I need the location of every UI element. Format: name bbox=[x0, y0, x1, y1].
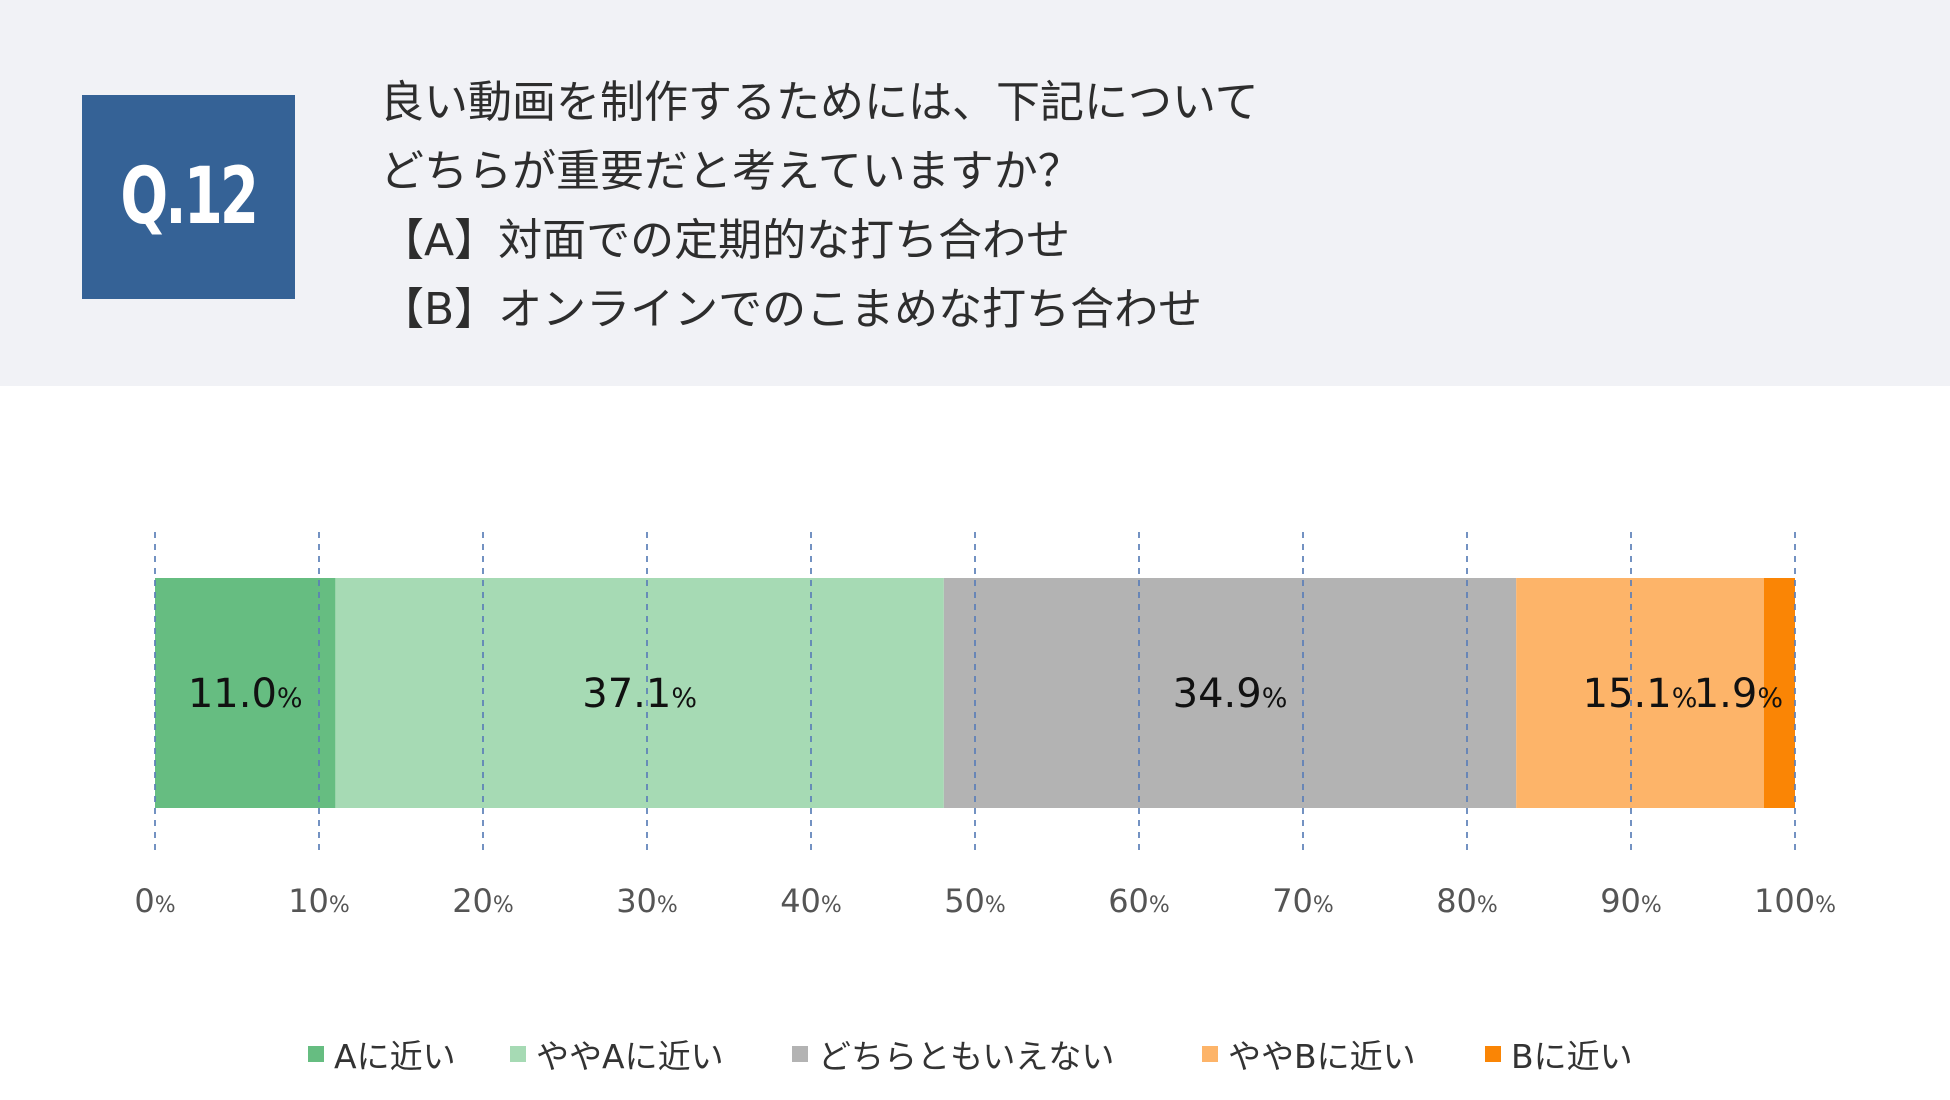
legend-label: Aに近い bbox=[334, 1037, 456, 1076]
legend-item: Aに近い bbox=[308, 1030, 456, 1078]
question-header: Q.12 良い動画を制作するためには、下記について どちらが重要だと考えています… bbox=[0, 0, 1950, 386]
data-label: 34.9% bbox=[1173, 671, 1288, 717]
question-text: 良い動画を制作するためには、下記について どちらが重要だと考えていますか？ 【A… bbox=[380, 68, 1880, 344]
bar-segment bbox=[1516, 578, 1764, 808]
legend-swatch bbox=[1485, 1046, 1501, 1062]
legend-label: どちらともいえない bbox=[818, 1037, 1115, 1076]
question-line: どちらが重要だと考えていますか？ bbox=[380, 146, 1082, 197]
x-tick-label: 70% bbox=[1272, 882, 1334, 920]
legend-swatch bbox=[308, 1046, 324, 1062]
bar-segments bbox=[155, 578, 1795, 808]
x-tick-label: 0% bbox=[134, 882, 175, 920]
data-label: 15.1% bbox=[1583, 671, 1698, 717]
question-number-box: Q.12 bbox=[82, 95, 295, 299]
option-b-line: 【B】オンラインでのこまめな打ち合わせ bbox=[380, 284, 1203, 335]
x-tick-label: 50% bbox=[944, 882, 1006, 920]
data-label: 37.1% bbox=[582, 671, 697, 717]
x-tick-label: 100% bbox=[1754, 882, 1836, 920]
bar-segment bbox=[1763, 578, 1795, 808]
x-tick-label: 20% bbox=[452, 882, 514, 920]
bar-segment bbox=[943, 578, 1517, 808]
legend-label: Bに近い bbox=[1511, 1037, 1633, 1076]
legend-swatch bbox=[510, 1046, 526, 1062]
stacked-bar-chart: 11.0% 37.1% 34.9% 15.1%1.9% 0% 10% 20% 30% 40% 5… bbox=[134, 532, 1836, 920]
legend-item: Bに近い bbox=[1485, 1030, 1633, 1078]
data-label: 1.9% bbox=[1694, 671, 1783, 717]
legend-item: ややAに近い bbox=[510, 1030, 724, 1078]
data-labels: 11.0% 37.1% 34.9% 15.1%1.9% bbox=[188, 671, 1783, 717]
grid-lines bbox=[154, 532, 1796, 854]
data-label: 11.0% bbox=[188, 671, 303, 717]
x-tick-label: 30% bbox=[616, 882, 678, 920]
legend-item: ややBに近い bbox=[1202, 1030, 1416, 1078]
legend-swatch bbox=[792, 1046, 808, 1062]
legend-swatch bbox=[1202, 1046, 1218, 1062]
question-line: 良い動画を制作するためには、下記について bbox=[380, 77, 1259, 128]
bar-segment bbox=[335, 578, 944, 808]
chart-legend: Aに近い ややAに近い どちらともいえない ややBに近い Bに近い bbox=[0, 1030, 1950, 1080]
x-axis-ticks: 0% 10% 20% 30% 40% 50% 60% 70% 80% 90% 100% bbox=[134, 882, 1836, 920]
legend-label: ややAに近い bbox=[536, 1037, 724, 1076]
x-tick-label: 10% bbox=[288, 882, 350, 920]
x-tick-label: 40% bbox=[780, 882, 842, 920]
legend-label: ややBに近い bbox=[1228, 1037, 1416, 1076]
x-tick-label: 80% bbox=[1436, 882, 1498, 920]
x-tick-label: 90% bbox=[1600, 882, 1662, 920]
option-a-line: 【A】対面での定期的な打ち合わせ bbox=[380, 215, 1071, 266]
bar-segment bbox=[155, 578, 336, 808]
legend-item: どちらともいえない bbox=[792, 1030, 1114, 1078]
x-tick-label: 60% bbox=[1108, 882, 1170, 920]
question-number: Q.12 bbox=[120, 152, 260, 242]
